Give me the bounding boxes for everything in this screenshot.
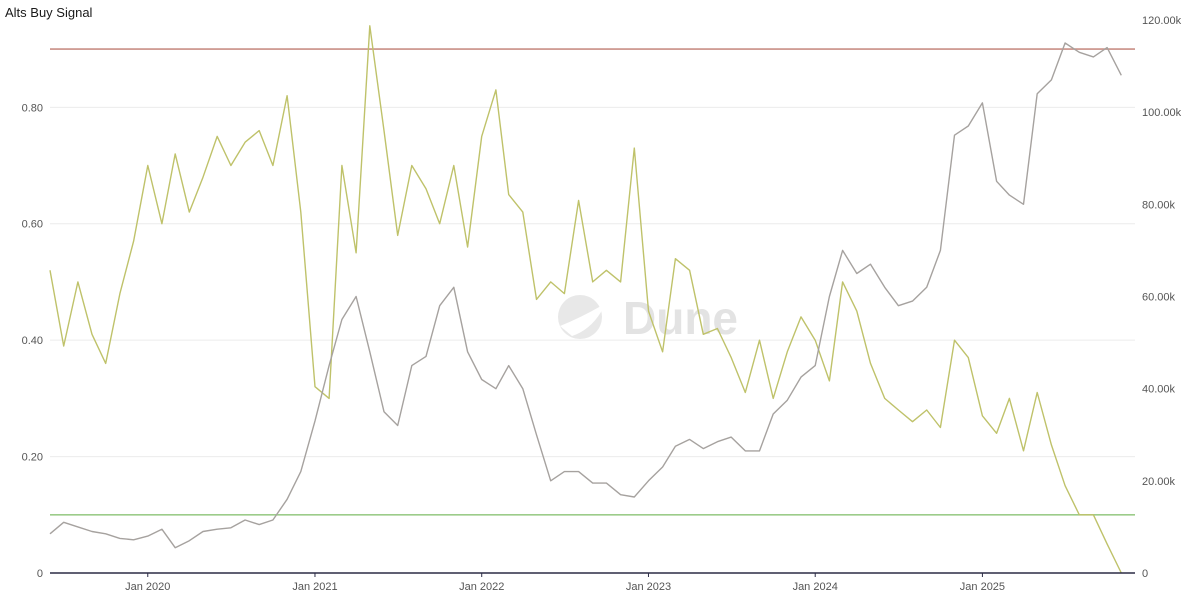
series-lines [49, 25, 1122, 574]
y2-tick-label: 20.00k [1142, 476, 1176, 488]
y-tick-label: 0.40 [22, 335, 43, 347]
y2-tick-label: 40.00k [1142, 384, 1176, 396]
y2-tick-label: 0 [1142, 568, 1148, 580]
y-tick-label: 0.60 [22, 219, 43, 231]
y-tick-label: 0.20 [22, 452, 43, 464]
price-series-line [49, 42, 1122, 549]
x-tick-label: Jan 2022 [459, 581, 504, 593]
dune-logo-swoosh [560, 306, 601, 336]
chart-title: Alts Buy Signal [5, 5, 93, 20]
reference-lines [50, 48, 1135, 516]
y2-tick-label: 120.00k [1142, 15, 1182, 27]
y2-tick-label: 80.00k [1142, 199, 1176, 211]
y-tick-label: 0 [37, 568, 43, 580]
dune-watermark: Dune [558, 292, 738, 344]
x-tick-label: Jan 2023 [626, 581, 671, 593]
y2-tick-label: 100.00k [1142, 107, 1182, 119]
grid-lines [50, 106, 1135, 574]
x-tick-label: Jan 2024 [793, 581, 838, 593]
watermark-text: Dune [623, 292, 738, 344]
signal-series-line [49, 25, 1122, 574]
y-tick-label: 0.80 [22, 102, 43, 114]
y2-tick-label: 60.00k [1142, 292, 1176, 304]
x-tick-label: Jan 2021 [292, 581, 337, 593]
axes: 0 0.20 0.40 0.60 0.80 0 20.00k 40.00k 60.00k 80.0… [22, 15, 1182, 593]
x-tick-label: Jan 2025 [960, 581, 1005, 593]
x-tick-label: Jan 2020 [125, 581, 170, 593]
